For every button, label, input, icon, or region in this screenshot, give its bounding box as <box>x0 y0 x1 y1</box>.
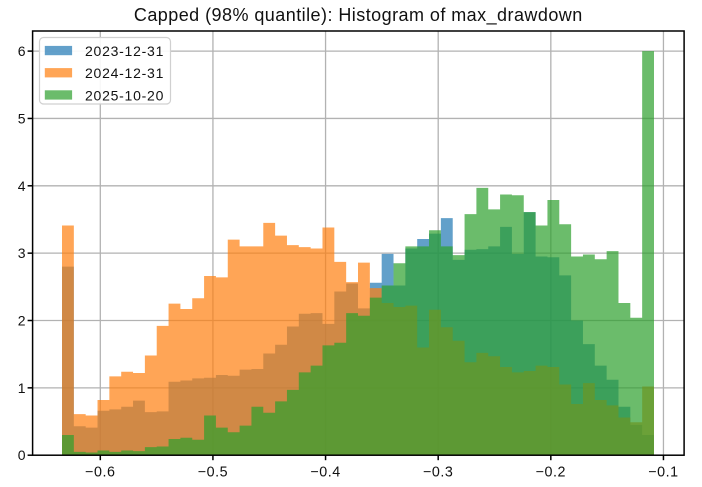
svg-text:−0.2: −0.2 <box>536 465 566 481</box>
svg-text:4: 4 <box>18 178 26 194</box>
svg-text:−0.6: −0.6 <box>85 465 115 481</box>
svg-text:3: 3 <box>18 245 26 261</box>
svg-text:−0.5: −0.5 <box>198 465 228 481</box>
svg-text:2023-12-31: 2023-12-31 <box>85 43 164 59</box>
svg-text:6: 6 <box>18 43 26 59</box>
svg-text:−0.4: −0.4 <box>310 465 340 481</box>
svg-text:0: 0 <box>18 447 26 463</box>
svg-text:−0.1: −0.1 <box>648 465 678 481</box>
svg-text:Capped (98% quantile): Histogr: Capped (98% quantile): Histogram of max_… <box>134 5 583 26</box>
svg-text:2: 2 <box>18 313 26 329</box>
svg-text:−0.3: −0.3 <box>423 465 453 481</box>
svg-text:2025-10-20: 2025-10-20 <box>85 87 164 103</box>
svg-text:2024-12-31: 2024-12-31 <box>85 65 164 81</box>
svg-text:1: 1 <box>18 380 26 396</box>
svg-text:5: 5 <box>18 110 26 126</box>
